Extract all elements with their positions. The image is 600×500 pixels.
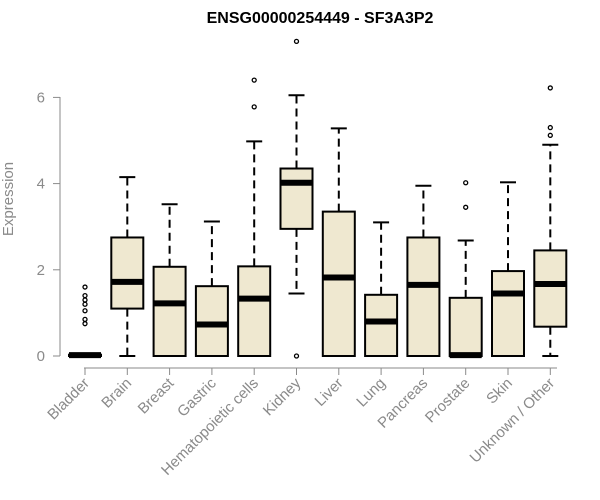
outlier-point <box>293 353 300 359</box>
y-tick-label: 6 <box>37 89 45 106</box>
box-rect <box>194 285 229 358</box>
outlier-point <box>547 85 553 91</box>
box-rect <box>110 236 145 310</box>
outlier-point <box>82 284 88 290</box>
outlier-point <box>251 77 257 83</box>
box-8 <box>406 184 441 358</box>
outlier-point <box>82 293 88 299</box>
box-10 <box>491 181 525 357</box>
box-rect <box>491 270 525 357</box>
box-rect <box>364 293 399 358</box>
box-7 <box>364 221 399 358</box>
boxes-layer <box>68 38 568 359</box>
box-rect <box>533 249 568 328</box>
box-6 <box>321 127 356 357</box>
y-axis-label: Expression <box>0 162 17 236</box>
box-rect <box>279 167 314 230</box>
y-tick-label: 2 <box>37 262 45 279</box>
box-3 <box>194 220 229 358</box>
outlier-point <box>463 180 469 186</box>
chart-title: ENSG00000254449 - SF3A3P2 <box>207 10 434 27</box>
outlier-point <box>251 104 257 110</box>
y-tick-label: 0 <box>37 348 45 365</box>
outlier-point <box>82 321 88 327</box>
box-0 <box>68 284 102 359</box>
box-rect <box>237 265 272 357</box>
outlier-point <box>82 316 88 323</box>
outlier-point <box>82 301 88 307</box>
box-5 <box>279 38 314 359</box>
box-2 <box>152 203 187 357</box>
y-tick-label: 4 <box>37 176 45 193</box>
box-11 <box>533 85 568 357</box>
x-tick-label: Liver <box>312 375 347 410</box>
outlier-point <box>82 297 88 303</box>
box-rect <box>448 296 483 358</box>
outlier-point <box>293 38 300 45</box>
x-tick-label: Breast <box>135 374 178 417</box>
box-rect <box>152 265 187 357</box>
box-4 <box>237 77 272 357</box>
outlier-point <box>547 132 553 138</box>
x-tick-label: Kidney <box>260 374 305 419</box>
x-tick-label: Lung <box>353 375 389 411</box>
box-9 <box>448 180 483 359</box>
outlier-point <box>547 124 553 131</box>
x-tick-label: Skin <box>483 375 516 408</box>
x-tick-label: Prostate <box>422 375 474 427</box>
outlier-point <box>82 308 88 314</box>
x-tick-label: Brain <box>98 375 135 412</box>
box-rect <box>321 210 356 357</box>
outlier-point <box>463 204 469 210</box>
box-rect <box>406 236 441 358</box>
x-tick-label: Bladder <box>44 375 93 424</box>
box-1 <box>110 176 145 357</box>
y-axis-ticks: 0 2 4 6 <box>37 89 60 365</box>
